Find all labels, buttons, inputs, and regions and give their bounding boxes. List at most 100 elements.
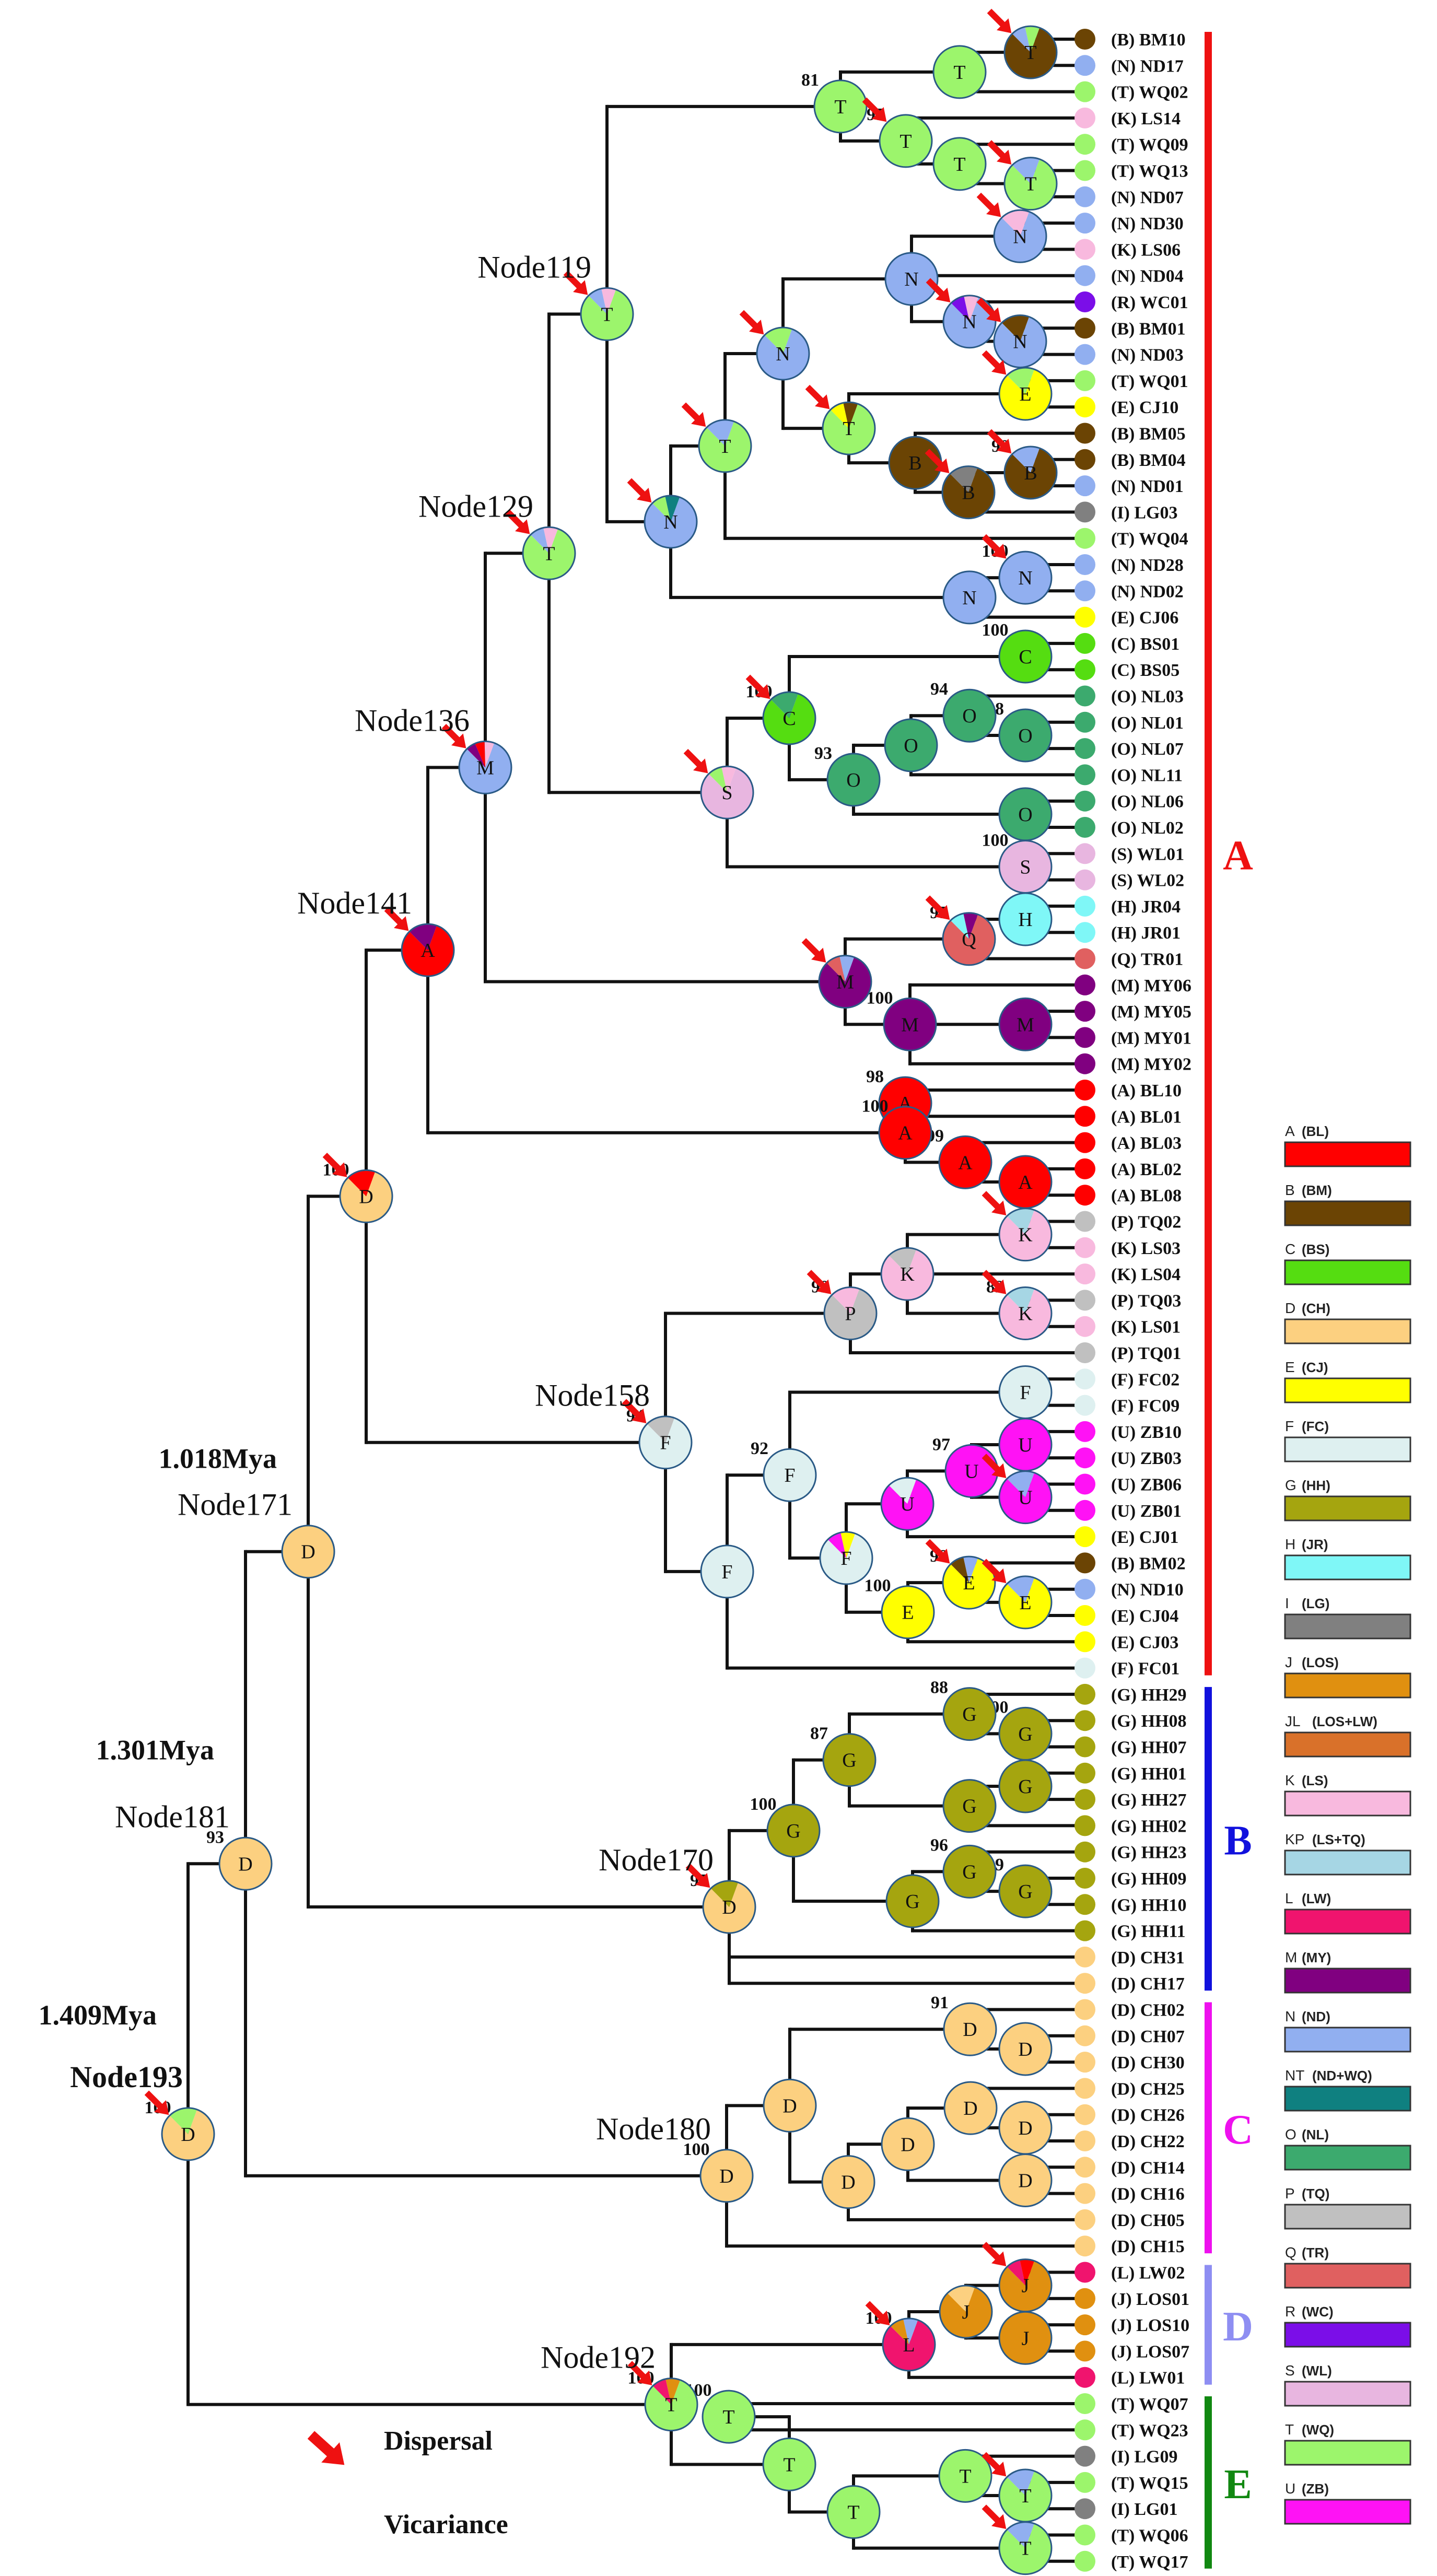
legend-area-name: (CH) bbox=[1302, 1301, 1330, 1316]
pie-outline bbox=[702, 2390, 756, 2444]
tip-area-dot bbox=[1074, 134, 1095, 155]
pie-slice bbox=[580, 289, 633, 341]
node-pie: D bbox=[763, 2078, 817, 2133]
tip-label: (T) WQ09 bbox=[1111, 135, 1188, 155]
pie-slice bbox=[999, 2523, 1052, 2574]
pie-outline bbox=[998, 997, 1053, 1051]
clade-letter: E bbox=[1224, 2462, 1252, 2508]
tip-area-dot bbox=[1074, 1841, 1095, 1863]
tip-area-dot bbox=[1074, 580, 1095, 602]
dispersal-arrow bbox=[982, 1191, 1007, 1215]
support-value: 88 bbox=[930, 1678, 948, 1697]
tip: (Q) TR01 bbox=[1074, 948, 1183, 969]
pie-slice bbox=[1007, 368, 1035, 394]
tip-area-dot bbox=[1074, 764, 1095, 786]
node-state-letter: K bbox=[1018, 1224, 1033, 1246]
tip-area-dot bbox=[1074, 2367, 1095, 2388]
tip: (U) ZB10 bbox=[1074, 1421, 1182, 1442]
node-pie: M bbox=[818, 955, 872, 1009]
tip-label: (G) HH01 bbox=[1111, 1764, 1186, 1784]
node-state-letter: D bbox=[181, 2124, 195, 2146]
legend-entry: J (LOS) bbox=[1284, 1654, 1411, 1699]
pie-slice bbox=[939, 2450, 991, 2502]
pie-outline bbox=[161, 2107, 215, 2161]
tip: (D) CH02 bbox=[1074, 1999, 1185, 2020]
legend-code: B bbox=[1285, 1182, 1295, 1198]
tip-area-dot bbox=[1074, 1158, 1095, 1179]
pie-slice bbox=[767, 1804, 820, 1857]
tip-label: (A) BL01 bbox=[1111, 1107, 1182, 1127]
node-pie: D bbox=[943, 2002, 997, 2056]
tip-label: (M) MY06 bbox=[1111, 976, 1191, 996]
node-label: Node136 bbox=[355, 703, 470, 737]
node-state-letter: T bbox=[959, 2465, 971, 2487]
tip-area-dot bbox=[1074, 186, 1095, 207]
pie-outline bbox=[880, 1477, 934, 1531]
tip-area-dot bbox=[1074, 1815, 1095, 1836]
tip-label: (T) WQ07 bbox=[1111, 2395, 1188, 2414]
legend-swatch bbox=[1284, 2440, 1411, 2466]
tip-area-dot bbox=[1074, 1263, 1095, 1285]
tip: (L) LW01 bbox=[1074, 2367, 1185, 2388]
legend-code: H bbox=[1285, 1536, 1295, 1552]
legend-code: U bbox=[1285, 2480, 1295, 2497]
pie-slice bbox=[1001, 315, 1030, 342]
pie-slice bbox=[1025, 26, 1040, 53]
dispersal-arrow bbox=[685, 1863, 710, 1888]
pie-slice bbox=[645, 497, 697, 548]
legend-area-name: (WQ) bbox=[1302, 2422, 1334, 2438]
tip-area-dot bbox=[1074, 606, 1095, 628]
pie-slice bbox=[999, 1865, 1052, 1918]
tip: (S) WL01 bbox=[1074, 843, 1184, 864]
pie-slice bbox=[839, 955, 855, 982]
tip-label: (H) JR01 bbox=[1111, 923, 1181, 943]
node-pie: D bbox=[821, 2155, 875, 2209]
tip: (D) CH31 bbox=[1074, 1946, 1185, 1968]
legend-swatch bbox=[1284, 1613, 1411, 1640]
pie-slice bbox=[889, 1248, 917, 1274]
pie-slice bbox=[700, 768, 753, 819]
support-value: 100 bbox=[867, 988, 893, 1008]
pie-outline bbox=[942, 570, 997, 625]
dispersal-arrow bbox=[384, 906, 409, 931]
tip-area-dot bbox=[1074, 2524, 1095, 2546]
legend-swatch bbox=[1284, 1849, 1411, 1876]
tip-area-dot bbox=[1074, 554, 1095, 575]
node-pie: G bbox=[998, 1759, 1053, 1813]
pie-slice bbox=[763, 2438, 815, 2491]
node-state-letter: T bbox=[783, 2454, 795, 2476]
pie-slice bbox=[880, 114, 932, 167]
node-state-letter: T bbox=[899, 131, 912, 153]
tip-area-dot bbox=[1074, 1868, 1095, 1889]
tip-label: (F) FC02 bbox=[1111, 1370, 1179, 1389]
pie-outline bbox=[938, 2449, 992, 2503]
node-pie: T bbox=[762, 2437, 816, 2491]
legend-code: Q bbox=[1285, 2244, 1296, 2261]
pie-slice bbox=[999, 2312, 1052, 2364]
node-pie: B bbox=[941, 465, 996, 520]
node-pie: O bbox=[998, 708, 1053, 763]
tip-label: (B) BM04 bbox=[1111, 451, 1186, 470]
tip-label: (K) LS01 bbox=[1111, 1318, 1181, 1337]
pie-outline bbox=[941, 465, 996, 520]
pie-slice bbox=[999, 1419, 1052, 1471]
node-state-letter: M bbox=[476, 757, 494, 779]
tip: (O) NL02 bbox=[1074, 817, 1184, 838]
pie-slice bbox=[885, 252, 938, 305]
tip-label: (G) HH02 bbox=[1111, 1817, 1186, 1836]
legend-swatch bbox=[1284, 1672, 1411, 1699]
pie-slice bbox=[964, 295, 979, 322]
node-pie: T bbox=[522, 526, 576, 580]
node-pie: K bbox=[880, 1247, 934, 1301]
pie-slice bbox=[827, 2486, 880, 2538]
pie-outline bbox=[699, 2149, 754, 2203]
node-state-letter: F bbox=[1020, 1381, 1031, 1403]
pie-slice bbox=[1012, 157, 1040, 184]
node-state-letter: T bbox=[601, 303, 613, 325]
dispersal-arrow bbox=[322, 1153, 347, 1177]
tip-label: (O) NL01 bbox=[1111, 713, 1184, 733]
clade-bar bbox=[1205, 2265, 1212, 2385]
dispersal-arrow bbox=[982, 1270, 1007, 1294]
tip-area-dot bbox=[1074, 922, 1095, 943]
pie-outline bbox=[881, 1585, 935, 1640]
